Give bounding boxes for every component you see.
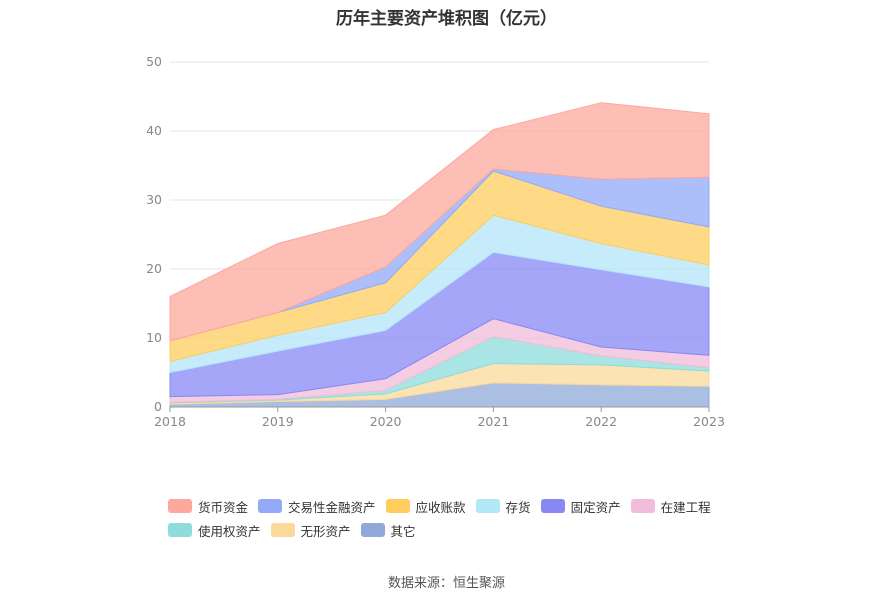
y-tick-label: 0 (154, 399, 162, 414)
legend: 货币资金 交易性金融资产 应收账款 存货 固定资产 在建工程使用权资产 无形资产 其它 (168, 494, 768, 542)
y-tick-label: 50 (146, 54, 162, 69)
legend-swatch (360, 523, 385, 537)
legend-item[interactable]: 固定资产 (540, 494, 621, 518)
x-tick-label: 2021 (477, 414, 509, 429)
legend-item[interactable]: 货币资金 (168, 494, 248, 518)
legend-item[interactable]: 无形资产 (270, 518, 351, 542)
x-tick-label: 2022 (585, 414, 617, 429)
axes: 0 10 20 30 40 50 2018 2019 2020 2021 2022 2023 (146, 54, 725, 429)
legend-swatch (168, 523, 192, 537)
y-tick-label: 10 (146, 330, 162, 345)
legend-label: 在建工程 (660, 499, 711, 515)
chart-title: 历年主要资产堆积图（亿元） (336, 9, 557, 29)
legend-label: 其它 (390, 523, 416, 539)
legend-label: 应收账款 (415, 499, 466, 515)
legend-swatch (475, 499, 500, 513)
y-tick-label: 20 (146, 261, 162, 276)
legend-swatch (385, 499, 410, 513)
legend-item[interactable]: 交易性金融资产 (258, 494, 376, 518)
x-tick-label: 2023 (693, 414, 725, 429)
legend-label: 使用权资产 (198, 523, 261, 539)
legend-label: 无形资产 (300, 523, 351, 539)
legend-item[interactable]: 应收账款 (385, 494, 466, 518)
x-tick-label: 2019 (262, 414, 294, 429)
legend-swatch (630, 499, 655, 513)
legend-item[interactable]: 在建工程 (630, 494, 711, 518)
area-series (169, 102, 710, 408)
x-tick-label: 2018 (154, 414, 186, 429)
data-source-note: 数据来源：恒生聚源 (387, 576, 505, 591)
y-tick-label: 30 (146, 192, 162, 207)
area-series-货币资金 (169, 102, 710, 342)
legend-label: 存货 (505, 499, 531, 515)
legend-item[interactable]: 使用权资产 (168, 518, 261, 542)
legend-swatch (168, 499, 192, 513)
legend-label: 固定资产 (570, 499, 621, 515)
x-tick-label: 2020 (370, 414, 402, 429)
legend-item[interactable]: 其它 (360, 518, 416, 542)
y-tick-label: 40 (146, 123, 162, 138)
legend-swatch (270, 523, 295, 537)
legend-swatch (540, 499, 565, 513)
legend-label: 交易性金融资产 (288, 499, 376, 515)
legend-swatch (258, 499, 283, 513)
legend-label: 货币资金 (198, 499, 249, 515)
legend-item[interactable]: 存货 (475, 494, 531, 518)
